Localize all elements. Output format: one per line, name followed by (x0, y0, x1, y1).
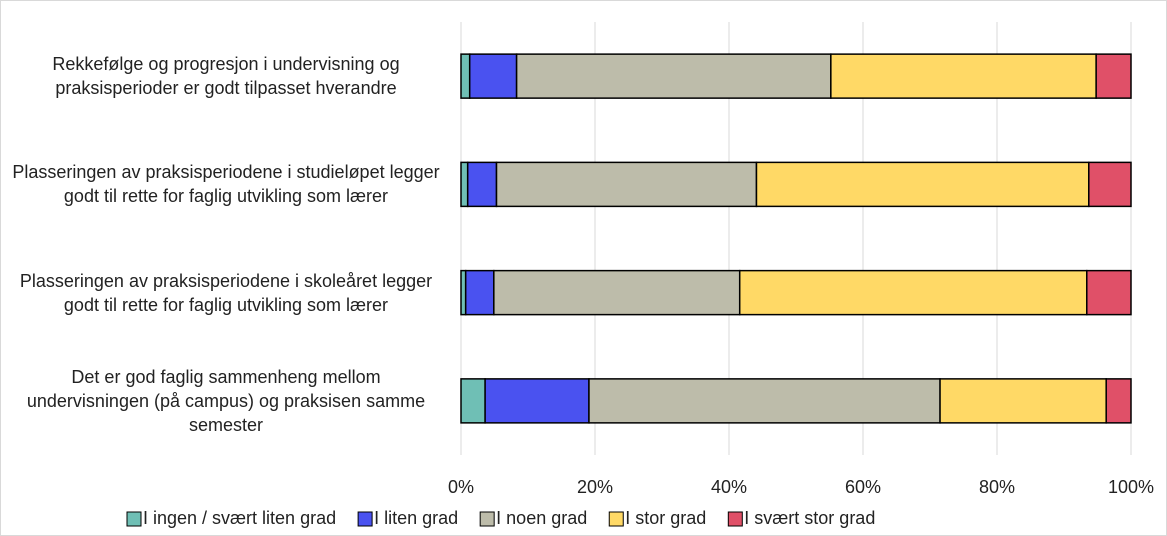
bar-segment (515, 53, 832, 99)
bar-segment (468, 53, 518, 99)
bar-segment (588, 378, 941, 424)
y-tick-label: Det er god faglig sammenheng mellom unde… (26, 366, 426, 435)
bar-segment (495, 161, 758, 208)
bar-segment (1105, 378, 1132, 424)
bar-segment (464, 269, 495, 316)
bar-segment (460, 378, 486, 424)
legend-swatch (357, 511, 373, 527)
bar-segment (493, 269, 741, 316)
x-tick-label: 100% (1108, 477, 1154, 497)
legend-label: I noen grad (496, 508, 587, 528)
bar-segment (830, 53, 1097, 99)
bar-segment (738, 269, 1088, 316)
bar-segment (1088, 161, 1132, 208)
bar-segment (939, 378, 1107, 424)
legend-label: I stor grad (625, 508, 706, 528)
legend-label: I liten grad (374, 508, 458, 528)
y-tick-label: Plasseringen av praksisperiodene i studi… (12, 162, 440, 207)
legend-swatch (126, 511, 142, 527)
y-tick-label: Rekkefølge og progresjon i undervisning … (52, 54, 400, 99)
x-tick-label: 0% (448, 477, 474, 497)
legend-swatch (479, 511, 495, 527)
legend-swatch (727, 511, 743, 527)
x-tick-label: 20% (577, 477, 613, 497)
y-tick-label: Plasseringen av praksisperiodene i skole… (19, 270, 433, 315)
bar-segment (1095, 53, 1132, 99)
legend-swatch (608, 511, 624, 527)
bar-segment (460, 53, 471, 99)
bar-segment (755, 161, 1090, 208)
x-tick-label: 60% (845, 477, 881, 497)
legend-label: I svært stor grad (744, 508, 875, 528)
bar-segment (484, 378, 590, 424)
x-tick-label: 80% (979, 477, 1015, 497)
legend-label: I ingen / svært liten grad (143, 508, 336, 528)
x-tick-label: 40% (711, 477, 747, 497)
bar-segment (1086, 269, 1132, 316)
bar-segment (460, 161, 469, 208)
bar-segment (466, 161, 498, 208)
